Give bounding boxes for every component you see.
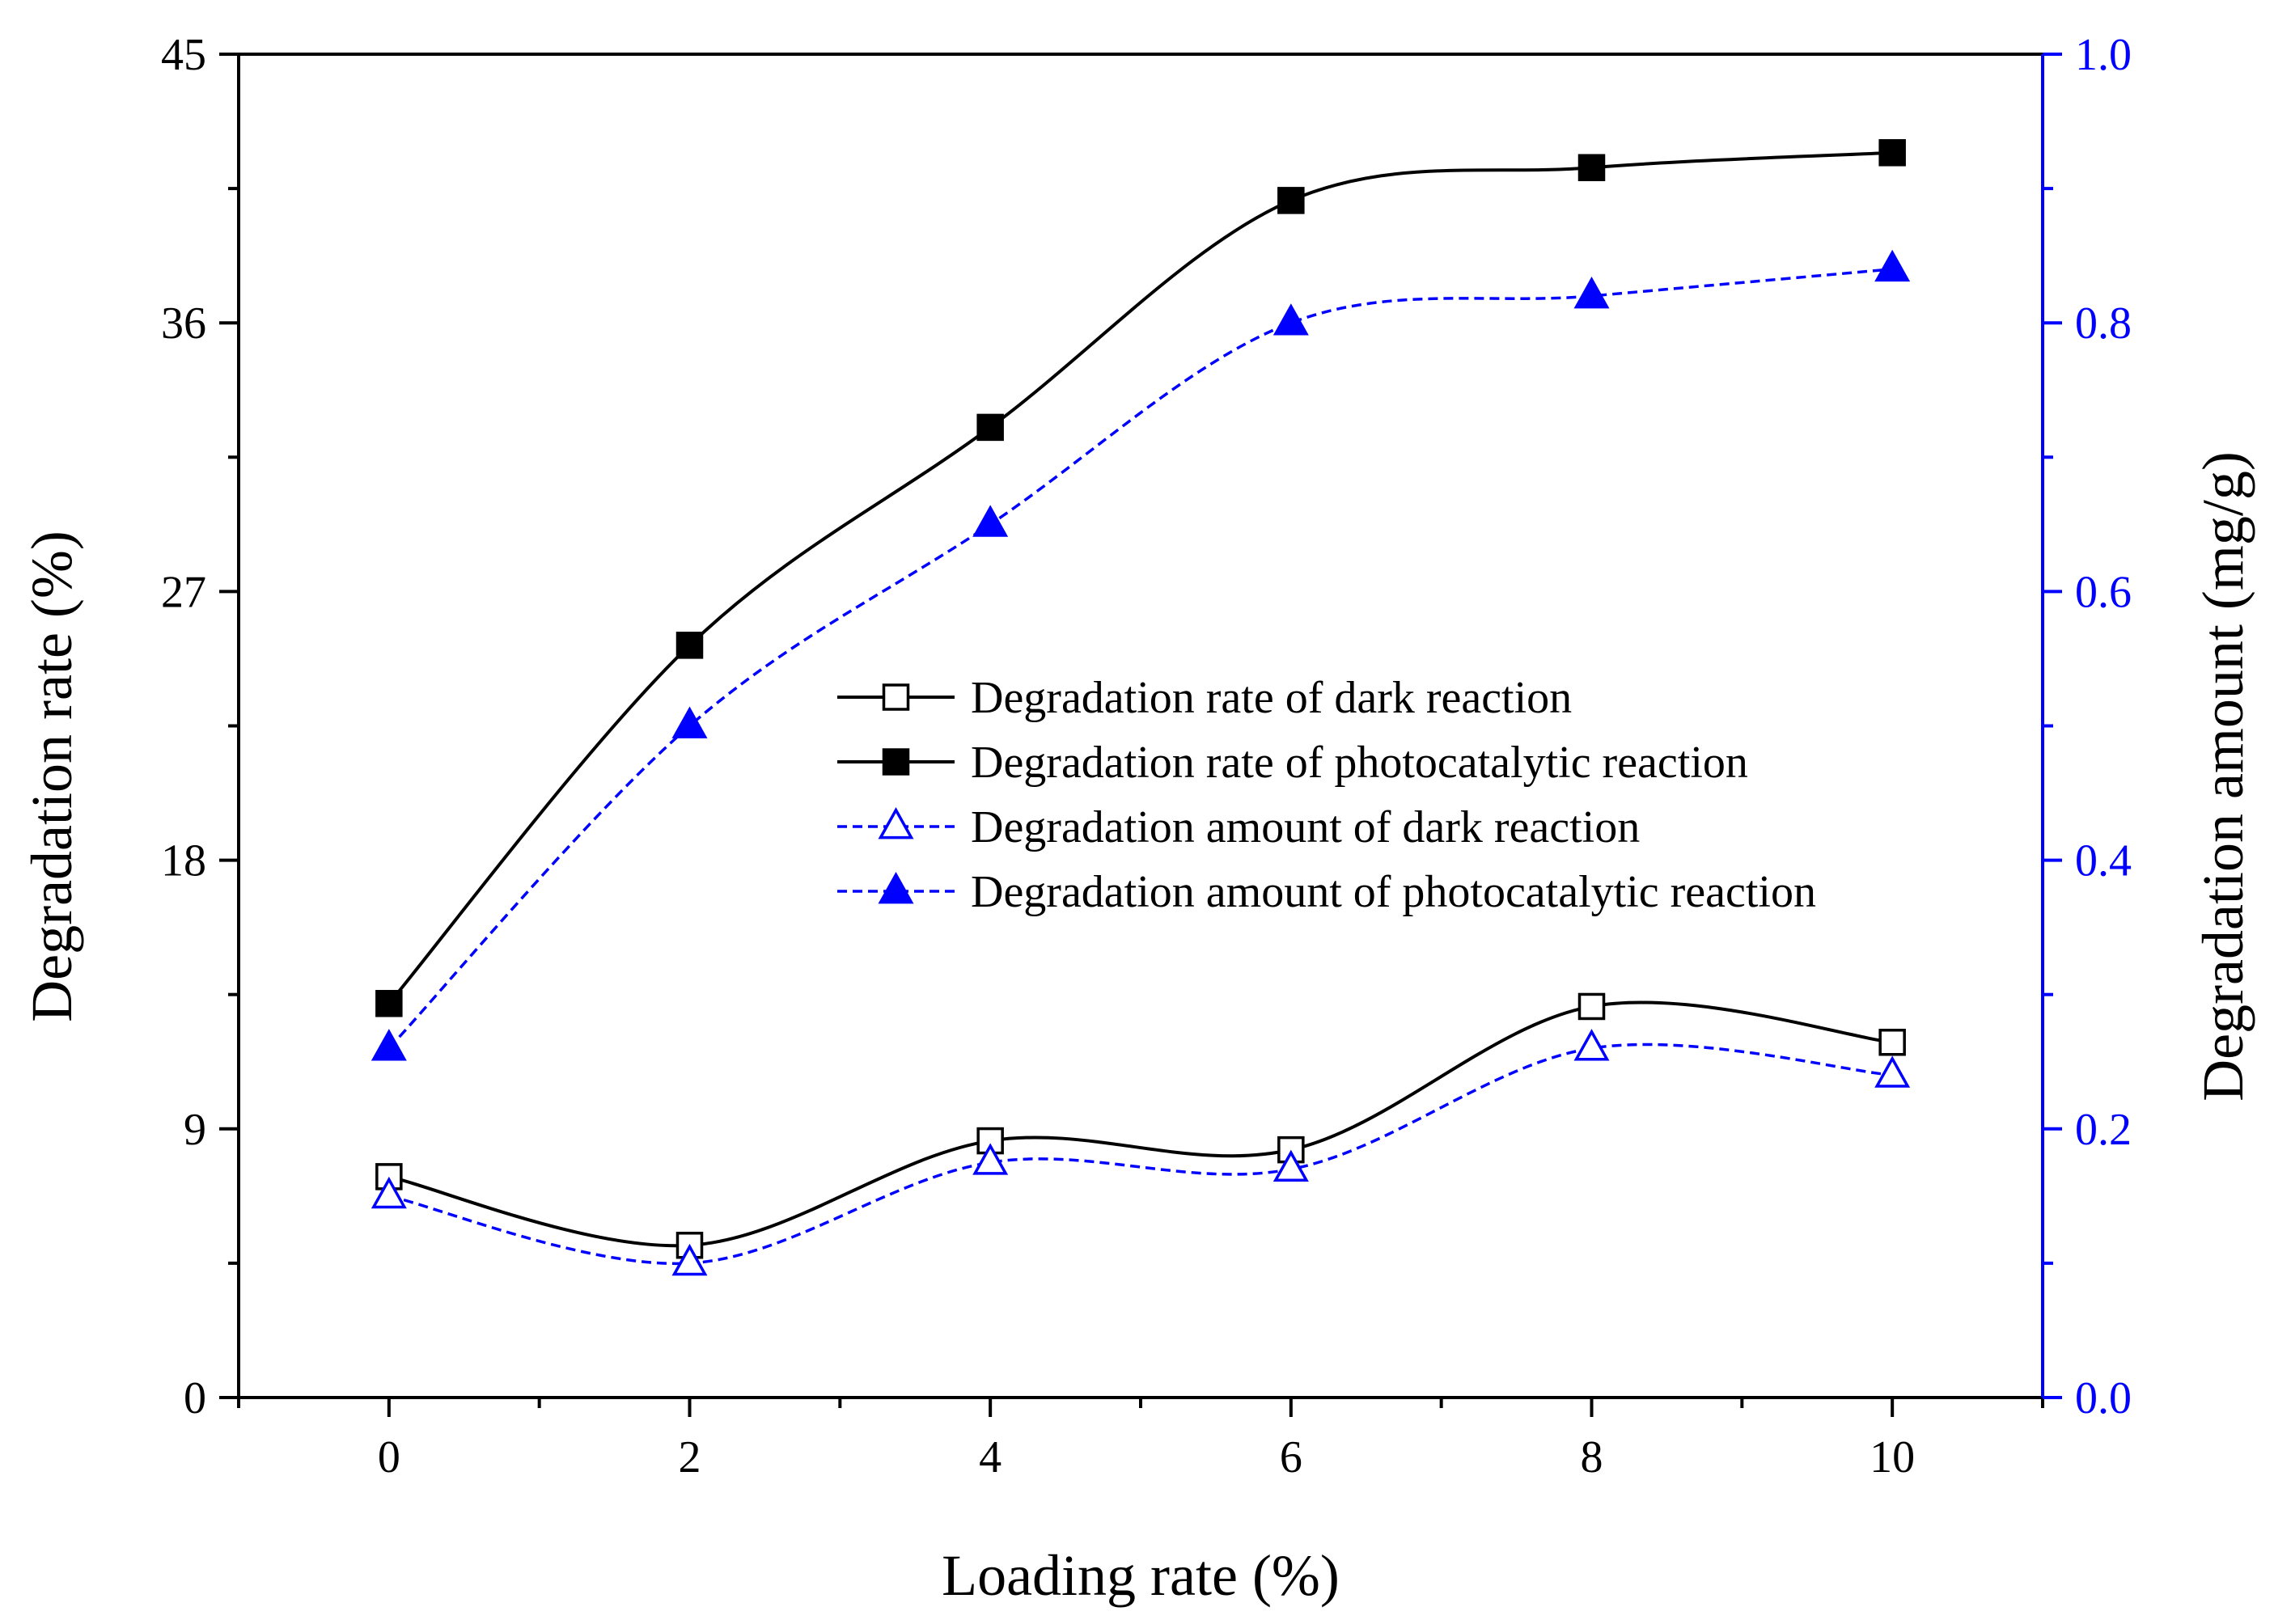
- series-3-point: [972, 1143, 1009, 1175]
- series-4-point: [972, 505, 1009, 537]
- legend-label-1: Degradation rate of dark reaction: [971, 673, 1572, 723]
- series-2-point: [1878, 139, 1906, 167]
- x-tick-label: 10: [1870, 1432, 1915, 1482]
- x-tick-label: 2: [679, 1432, 701, 1482]
- legend-marker-2: [882, 748, 910, 776]
- x-tick-label: 0: [378, 1432, 400, 1482]
- y-right-tick-label: 0.8: [2075, 298, 2132, 349]
- series-2-point: [976, 413, 1004, 442]
- series-4-point: [1874, 249, 1911, 282]
- series-3-point: [371, 1176, 407, 1209]
- series-2-point: [1577, 154, 1606, 182]
- series-2-point: [1277, 187, 1305, 214]
- x-tick-label: 6: [1280, 1432, 1302, 1482]
- series-2-point: [675, 632, 704, 659]
- series-1-point: [1878, 1029, 1906, 1056]
- legend-marker-1: [882, 683, 910, 711]
- series-3-point: [1273, 1149, 1309, 1182]
- x-tick-label: 4: [979, 1432, 1001, 1482]
- x-tick-label: 8: [1581, 1432, 1603, 1482]
- series-line-1: [388, 1000, 1893, 1248]
- legend-marker-3: [878, 807, 914, 839]
- legend-label-4: Degradation amount of photocatalytic rea…: [971, 867, 1816, 917]
- series-3-point: [1573, 1029, 1610, 1061]
- y-axis-right: 0.0 0.2 0.4 0.6 0.8 1.0: [2043, 30, 2132, 1423]
- series-1-point: [1577, 992, 1606, 1021]
- series-layer: [371, 139, 1911, 1276]
- y-axis-left-title: Degradation rate (%): [19, 531, 84, 1022]
- y-right-tick-label: 0.0: [2075, 1373, 2132, 1423]
- y-axis-left: 0 9 18 27 36 45: [161, 30, 239, 1423]
- series-line-2: [387, 150, 1893, 1005]
- y-left-tick-label: 36: [161, 298, 206, 349]
- y-right-tick-label: 0.6: [2075, 567, 2132, 617]
- y-right-tick-label: 1.0: [2075, 30, 2132, 80]
- y-right-tick-label: 0.2: [2075, 1105, 2132, 1155]
- legend: Degradation rate of dark reaction Degrada…: [837, 673, 1816, 917]
- series-line-3: [388, 1042, 1893, 1266]
- x-axis: 0 2 4 6 8 10: [237, 1398, 2044, 1482]
- y-left-tick-label: 18: [161, 836, 206, 886]
- x-axis-title: Loading rate (%): [942, 1543, 1340, 1608]
- series-3-point: [1874, 1055, 1911, 1088]
- legend-marker-4: [878, 872, 914, 904]
- series-4-point: [671, 706, 708, 738]
- series-4-point: [1273, 303, 1309, 336]
- y-left-tick-label: 0: [184, 1373, 206, 1423]
- series-2-point: [375, 990, 403, 1017]
- series-4-point: [1573, 276, 1610, 309]
- legend-label-2: Degradation rate of photocatalytic react…: [971, 738, 1748, 788]
- y-right-tick-label: 0.4: [2075, 836, 2132, 886]
- y-left-tick-label: 45: [161, 30, 206, 80]
- y-left-tick-label: 9: [184, 1105, 206, 1155]
- series-4-point: [371, 1029, 407, 1061]
- series-3-point: [671, 1243, 708, 1276]
- y-axis-right-title: Degradation amount (mg/g): [2191, 451, 2255, 1102]
- legend-label-3: Degradation amount of dark reaction: [971, 802, 1640, 852]
- y-left-tick-label: 27: [161, 567, 206, 617]
- series-line-4: [387, 268, 1893, 1050]
